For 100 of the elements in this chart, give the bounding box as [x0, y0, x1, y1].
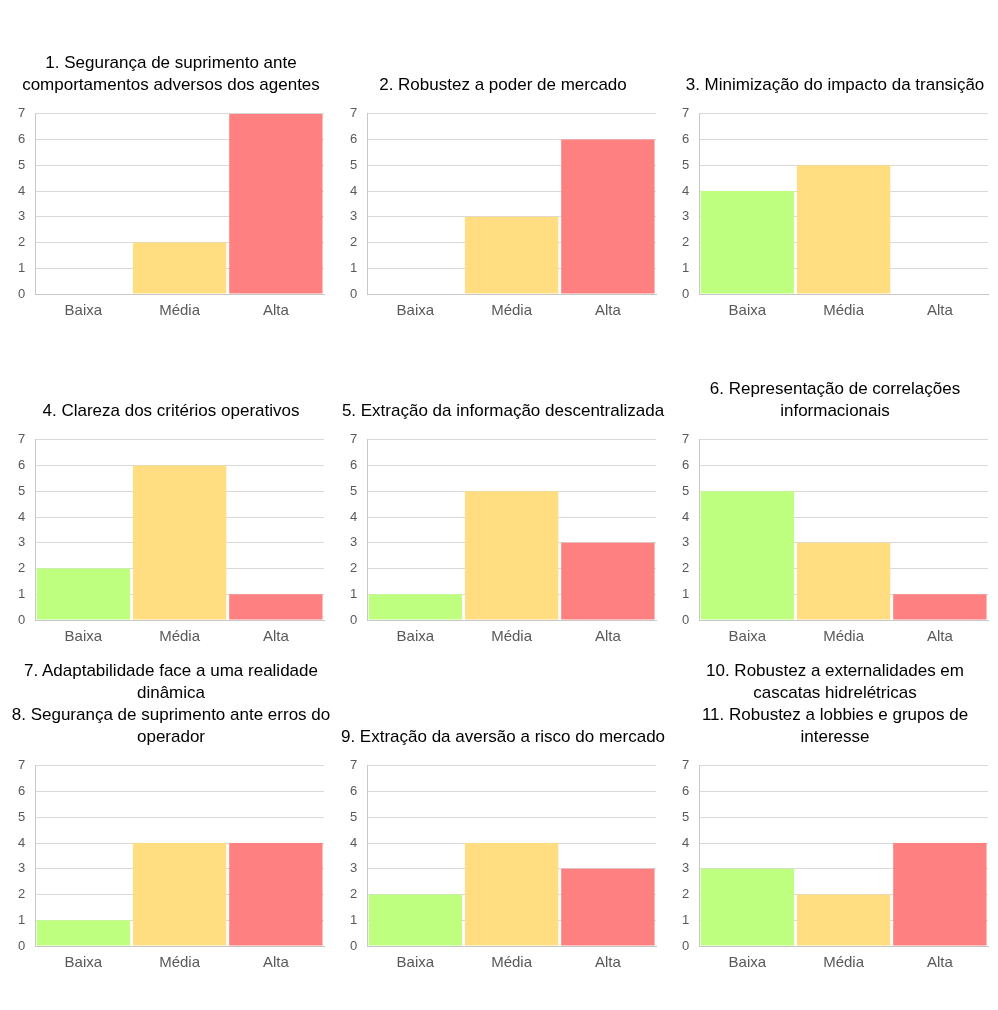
y-tick-label: 3 — [682, 860, 690, 876]
chart-title: 9. Extração da aversão a risco do mercado — [340, 726, 666, 748]
x-tick-label: Alta — [594, 627, 622, 645]
y-tick-label: 3 — [350, 534, 358, 550]
x-tick-label: Média — [159, 627, 201, 645]
y-tick-label: 1 — [18, 911, 26, 927]
y-tick-label: 0 — [682, 937, 690, 953]
y-tick-label: 5 — [18, 482, 26, 498]
y-tick-label: 6 — [350, 783, 358, 799]
y-tick-label: 4 — [682, 508, 690, 524]
chart-title: 5. Extração da informação descentralizada — [340, 400, 666, 422]
y-tick-label: 0 — [350, 285, 358, 301]
x-tick-label: Alta — [594, 953, 622, 971]
y-tick-label: 2 — [350, 560, 358, 576]
x-tick-label: Baixa — [396, 301, 435, 319]
y-tick-label: 7 — [350, 105, 358, 121]
y-tick-label: 7 — [350, 757, 358, 773]
y-tick-label: 4 — [18, 508, 26, 524]
y-tick-label: 1 — [18, 585, 26, 601]
x-tick-label: Baixa — [728, 301, 767, 319]
y-tick-label: 2 — [682, 234, 690, 250]
y-tick-label: 4 — [682, 182, 690, 198]
y-tick-label: 3 — [18, 860, 26, 876]
x-tick-label: Média — [823, 627, 865, 645]
y-tick-label: 6 — [350, 457, 358, 473]
y-tick-label: 2 — [18, 234, 26, 250]
y-tick-label: 0 — [18, 611, 26, 627]
y-tick-label: 6 — [682, 131, 690, 147]
y-tick-label: 5 — [682, 156, 690, 172]
y-tick-label: 1 — [682, 911, 690, 927]
chart-title: 10. Robustez a externalidades em cascatas hidrelétricas 11. Robustez a lobbies e grupos de interesse — [700, 660, 970, 748]
y-tick-label: 0 — [682, 285, 690, 301]
x-tick-label: Baixa — [64, 301, 103, 319]
y-tick-label: 6 — [682, 457, 690, 473]
y-tick-label: 4 — [350, 834, 358, 850]
x-tick-label: Baixa — [64, 953, 103, 971]
x-tick-label: Baixa — [728, 627, 767, 645]
y-tick-label: 5 — [18, 156, 26, 172]
x-tick-label: Média — [823, 301, 865, 319]
x-tick-label: Alta — [926, 301, 954, 319]
y-tick-label: 5 — [682, 808, 690, 824]
y-tick-label: 4 — [350, 508, 358, 524]
chart-title: 3. Minimização do impacto da transição — [684, 74, 986, 96]
bar — [368, 594, 463, 620]
x-tick-label: Alta — [262, 301, 290, 319]
x-tick-label: Alta — [926, 627, 954, 645]
y-tick-label: 7 — [682, 105, 690, 121]
y-tick-label: 3 — [350, 860, 358, 876]
x-tick-label: Alta — [926, 953, 954, 971]
y-tick-label: 3 — [350, 208, 358, 224]
y-tick-label: 1 — [18, 259, 26, 275]
y-tick-label: 1 — [682, 259, 690, 275]
y-tick-label: 2 — [682, 560, 690, 576]
x-tick-label: Baixa — [728, 953, 767, 971]
chart-title: 4. Clareza dos critérios operativos — [41, 400, 301, 422]
y-tick-label: 5 — [350, 482, 358, 498]
y-tick-label: 4 — [18, 834, 26, 850]
chart-title: 7. Adaptabilidade face a uma realidade dinâmica 8. Segurança de suprimento ante erros do operador — [10, 660, 332, 748]
y-tick-label: 6 — [682, 783, 690, 799]
y-tick-label: 0 — [18, 937, 26, 953]
x-tick-label: Baixa — [64, 627, 103, 645]
y-tick-label: 7 — [18, 431, 26, 447]
y-tick-label: 1 — [350, 585, 358, 601]
y-tick-label: 2 — [18, 560, 26, 576]
x-tick-label: Média — [491, 301, 533, 319]
y-tick-label: 5 — [350, 808, 358, 824]
y-tick-label: 6 — [350, 131, 358, 147]
y-tick-label: 4 — [350, 182, 358, 198]
y-tick-label: 7 — [682, 431, 690, 447]
y-tick-label: 1 — [350, 911, 358, 927]
y-tick-label: 3 — [682, 534, 690, 550]
x-tick-label: Baixa — [396, 627, 435, 645]
bar — [464, 843, 559, 946]
bar — [229, 594, 323, 620]
y-tick-label: 7 — [18, 105, 26, 121]
y-tick-label: 2 — [350, 234, 358, 250]
y-tick-label: 2 — [18, 886, 26, 902]
x-tick-label: Média — [159, 301, 201, 319]
y-tick-label: 2 — [682, 886, 690, 902]
bar — [132, 465, 227, 620]
y-tick-label: 4 — [682, 834, 690, 850]
bar — [893, 594, 987, 620]
y-tick-label: 2 — [350, 886, 358, 902]
x-tick-label: Média — [159, 953, 201, 971]
bar — [36, 568, 131, 620]
y-tick-label: 0 — [350, 937, 358, 953]
y-tick-label: 5 — [350, 156, 358, 172]
bar — [368, 894, 463, 946]
y-tick-label: 7 — [682, 757, 690, 773]
bar — [893, 843, 987, 946]
y-tick-label: 1 — [682, 585, 690, 601]
y-tick-label: 7 — [350, 431, 358, 447]
x-tick-label: Média — [823, 953, 865, 971]
y-tick-label: 6 — [18, 131, 26, 147]
y-tick-label: 7 — [18, 757, 26, 773]
y-tick-label: 3 — [18, 208, 26, 224]
bar — [561, 868, 655, 946]
y-tick-label: 3 — [682, 208, 690, 224]
x-tick-label: Alta — [262, 953, 290, 971]
x-tick-label: Média — [491, 953, 533, 971]
